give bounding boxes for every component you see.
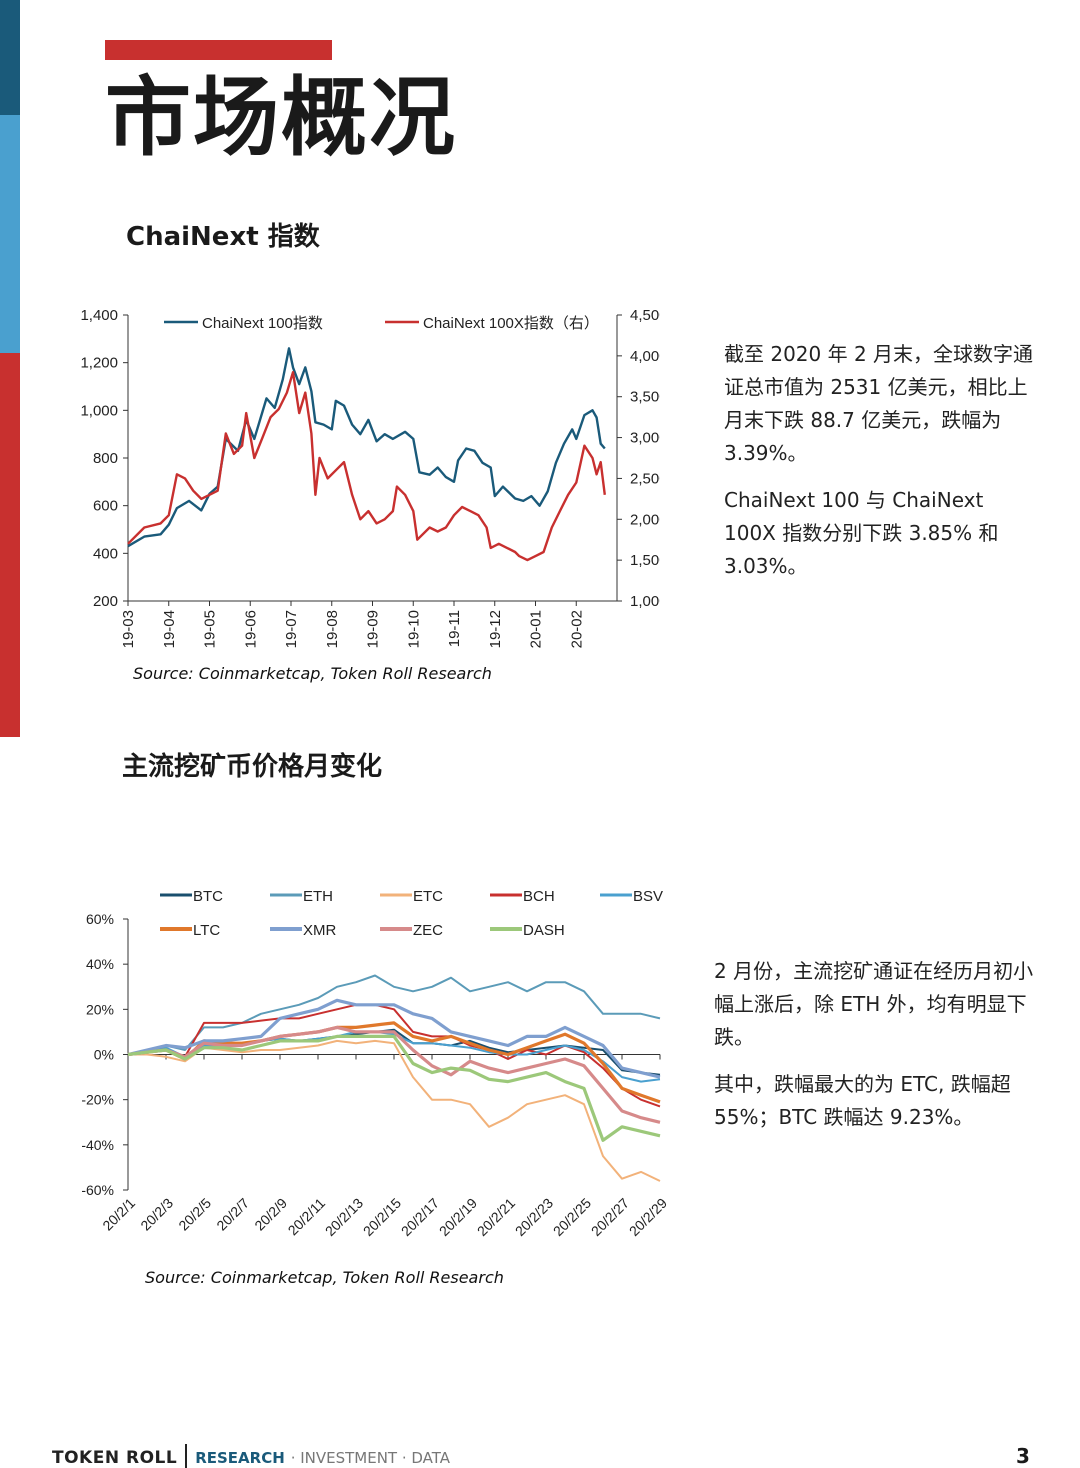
side-strip-light-blue xyxy=(0,115,20,353)
legend-label: XMR xyxy=(303,922,337,939)
x-tick-label: 20/2/27 xyxy=(588,1195,632,1239)
series-line-chainext-100 xyxy=(127,347,606,548)
right-tick-label: 3,000 xyxy=(630,430,660,447)
y-tick-label: -40% xyxy=(81,1137,114,1153)
right-tick-label: 2,500 xyxy=(630,470,660,487)
x-tick-label: 20/2/19 xyxy=(436,1195,480,1239)
series-line-eth xyxy=(127,974,661,1056)
x-tick-label: 20-02 xyxy=(568,610,585,648)
x-tick-label: 19-08 xyxy=(324,610,341,648)
x-tick-label: 19-09 xyxy=(365,610,382,648)
right-tick-label: 1,000 xyxy=(630,593,660,610)
right-tick-label: 4,000 xyxy=(630,348,660,365)
section2-paragraph-1: 2 月份，主流挖矿通证在经历月初小幅上涨后，除 ETH 外，均有明显下跌。 xyxy=(714,959,1034,1049)
x-tick-label: 19-04 xyxy=(161,610,178,648)
left-tick-label: 1,400 xyxy=(80,307,118,324)
legend-label: BSV xyxy=(633,888,663,905)
left-tick-label: 400 xyxy=(93,545,118,562)
footer-tagline: · INVESTMENT · DATA xyxy=(290,1449,451,1467)
section1-paragraph-2: ChaiNext 100 与 ChaiNext 100X 指数分别下跌 3.85… xyxy=(724,488,999,578)
x-tick-label: 19-12 xyxy=(487,610,504,648)
x-tick-label: 19-07 xyxy=(283,610,300,648)
footer-research: RESEARCH xyxy=(195,1449,285,1467)
x-tick-label: 20-01 xyxy=(528,610,545,648)
series-line-xmr xyxy=(127,998,661,1079)
right-tick-label: 1,500 xyxy=(630,552,660,569)
x-tick-label: 19-03 xyxy=(120,610,137,648)
x-tick-label: 20/2/29 xyxy=(626,1195,670,1239)
right-tick-label: 3,500 xyxy=(630,389,660,406)
x-tick-label: 19-05 xyxy=(202,610,219,648)
x-tick-label: 20/2/1 xyxy=(99,1195,138,1234)
legend-label: ETC xyxy=(413,888,443,905)
section2-source: Source: Coinmarketcap, Token Roll Resear… xyxy=(145,1268,504,1287)
left-tick-label: 200 xyxy=(93,593,118,610)
series-line-chainext-100x xyxy=(127,370,606,562)
right-tick-label: 2,000 xyxy=(630,511,660,528)
left-tick-label: 1,200 xyxy=(80,355,118,372)
footer: TOKEN ROLL RESEARCH · INVESTMENT · DATA xyxy=(52,1444,450,1468)
x-tick-label: 20/2/23 xyxy=(512,1195,556,1239)
legend-label: ChaiNext 100指数 xyxy=(202,315,323,332)
page-title: 市场概况 xyxy=(105,68,457,168)
x-tick-label: 19-06 xyxy=(242,610,259,648)
x-tick-label: 20/2/15 xyxy=(360,1195,404,1239)
series-line-zec xyxy=(127,1025,661,1124)
legend-label: ETH xyxy=(303,888,333,905)
section1-source: Source: Coinmarketcap, Token Roll Resear… xyxy=(133,664,492,683)
x-tick-label: 20/2/25 xyxy=(550,1195,594,1239)
y-tick-label: 40% xyxy=(86,956,114,972)
mining-coins-chart: 60%40%20%0%-20%-40%-60%20/2/1 20/2/3 20/2/… xyxy=(81,888,670,1239)
right-tick-label: 4,500 xyxy=(630,307,660,324)
y-tick-label: 60% xyxy=(86,911,114,927)
footer-divider xyxy=(185,1444,188,1468)
x-tick-label: 20/2/13 xyxy=(322,1195,366,1239)
x-tick-label: 19-11 xyxy=(446,610,463,647)
side-strip-dark-blue xyxy=(0,0,20,115)
series-line-etc xyxy=(128,1039,661,1182)
y-tick-label: -20% xyxy=(81,1092,114,1108)
left-tick-label: 800 xyxy=(93,450,118,467)
section1-paragraph-1: 截至 2020 年 2 月末，全球数字通证总市值为 2531 亿美元，相比上月末… xyxy=(724,342,1034,465)
chainext-index-chart: 1,400 1,200 1,000 800 600 400 200 4,500 4,000 3,5… xyxy=(80,307,660,648)
y-tick-label: 20% xyxy=(86,1001,114,1017)
footer-brand: TOKEN ROLL xyxy=(52,1448,178,1468)
legend-label: DASH xyxy=(523,922,565,939)
section2-title: 主流挖矿币价格月变化 xyxy=(122,752,383,782)
legend-label: ChaiNext 100X指数（右） xyxy=(423,315,599,332)
section2-paragraph-2: 其中，跌幅最大的为 ETC, 跌幅超 55%；BTC 跌幅达 9.23%。 xyxy=(714,1072,1011,1129)
legend-label: BTC xyxy=(193,888,223,905)
y-tick-label: 0% xyxy=(94,1047,114,1063)
legend-label: ZEC xyxy=(413,922,443,939)
x-tick-label: 19-10 xyxy=(405,610,422,648)
x-tick-label: 20/2/5 xyxy=(175,1195,214,1234)
side-strip-red xyxy=(0,353,20,737)
x-tick-label: 20/2/17 xyxy=(398,1195,442,1239)
page-number: 3 xyxy=(1016,1444,1030,1468)
title-accent-bar xyxy=(105,40,332,60)
x-tick-label: 20/2/7 xyxy=(213,1195,252,1234)
legend-label: LTC xyxy=(193,922,220,939)
x-tick-label: 20/2/3 xyxy=(137,1195,176,1234)
left-tick-label: 1,000 xyxy=(80,402,118,419)
legend-label: BCH xyxy=(523,888,555,905)
left-tick-label: 600 xyxy=(93,498,118,515)
y-tick-label: -60% xyxy=(81,1182,114,1198)
series-line-dash xyxy=(127,1034,661,1142)
x-tick-label: 20/2/21 xyxy=(474,1195,518,1239)
x-tick-label: 20/2/11 xyxy=(285,1195,329,1239)
section1-title: ChaiNext 指数 xyxy=(126,222,320,252)
